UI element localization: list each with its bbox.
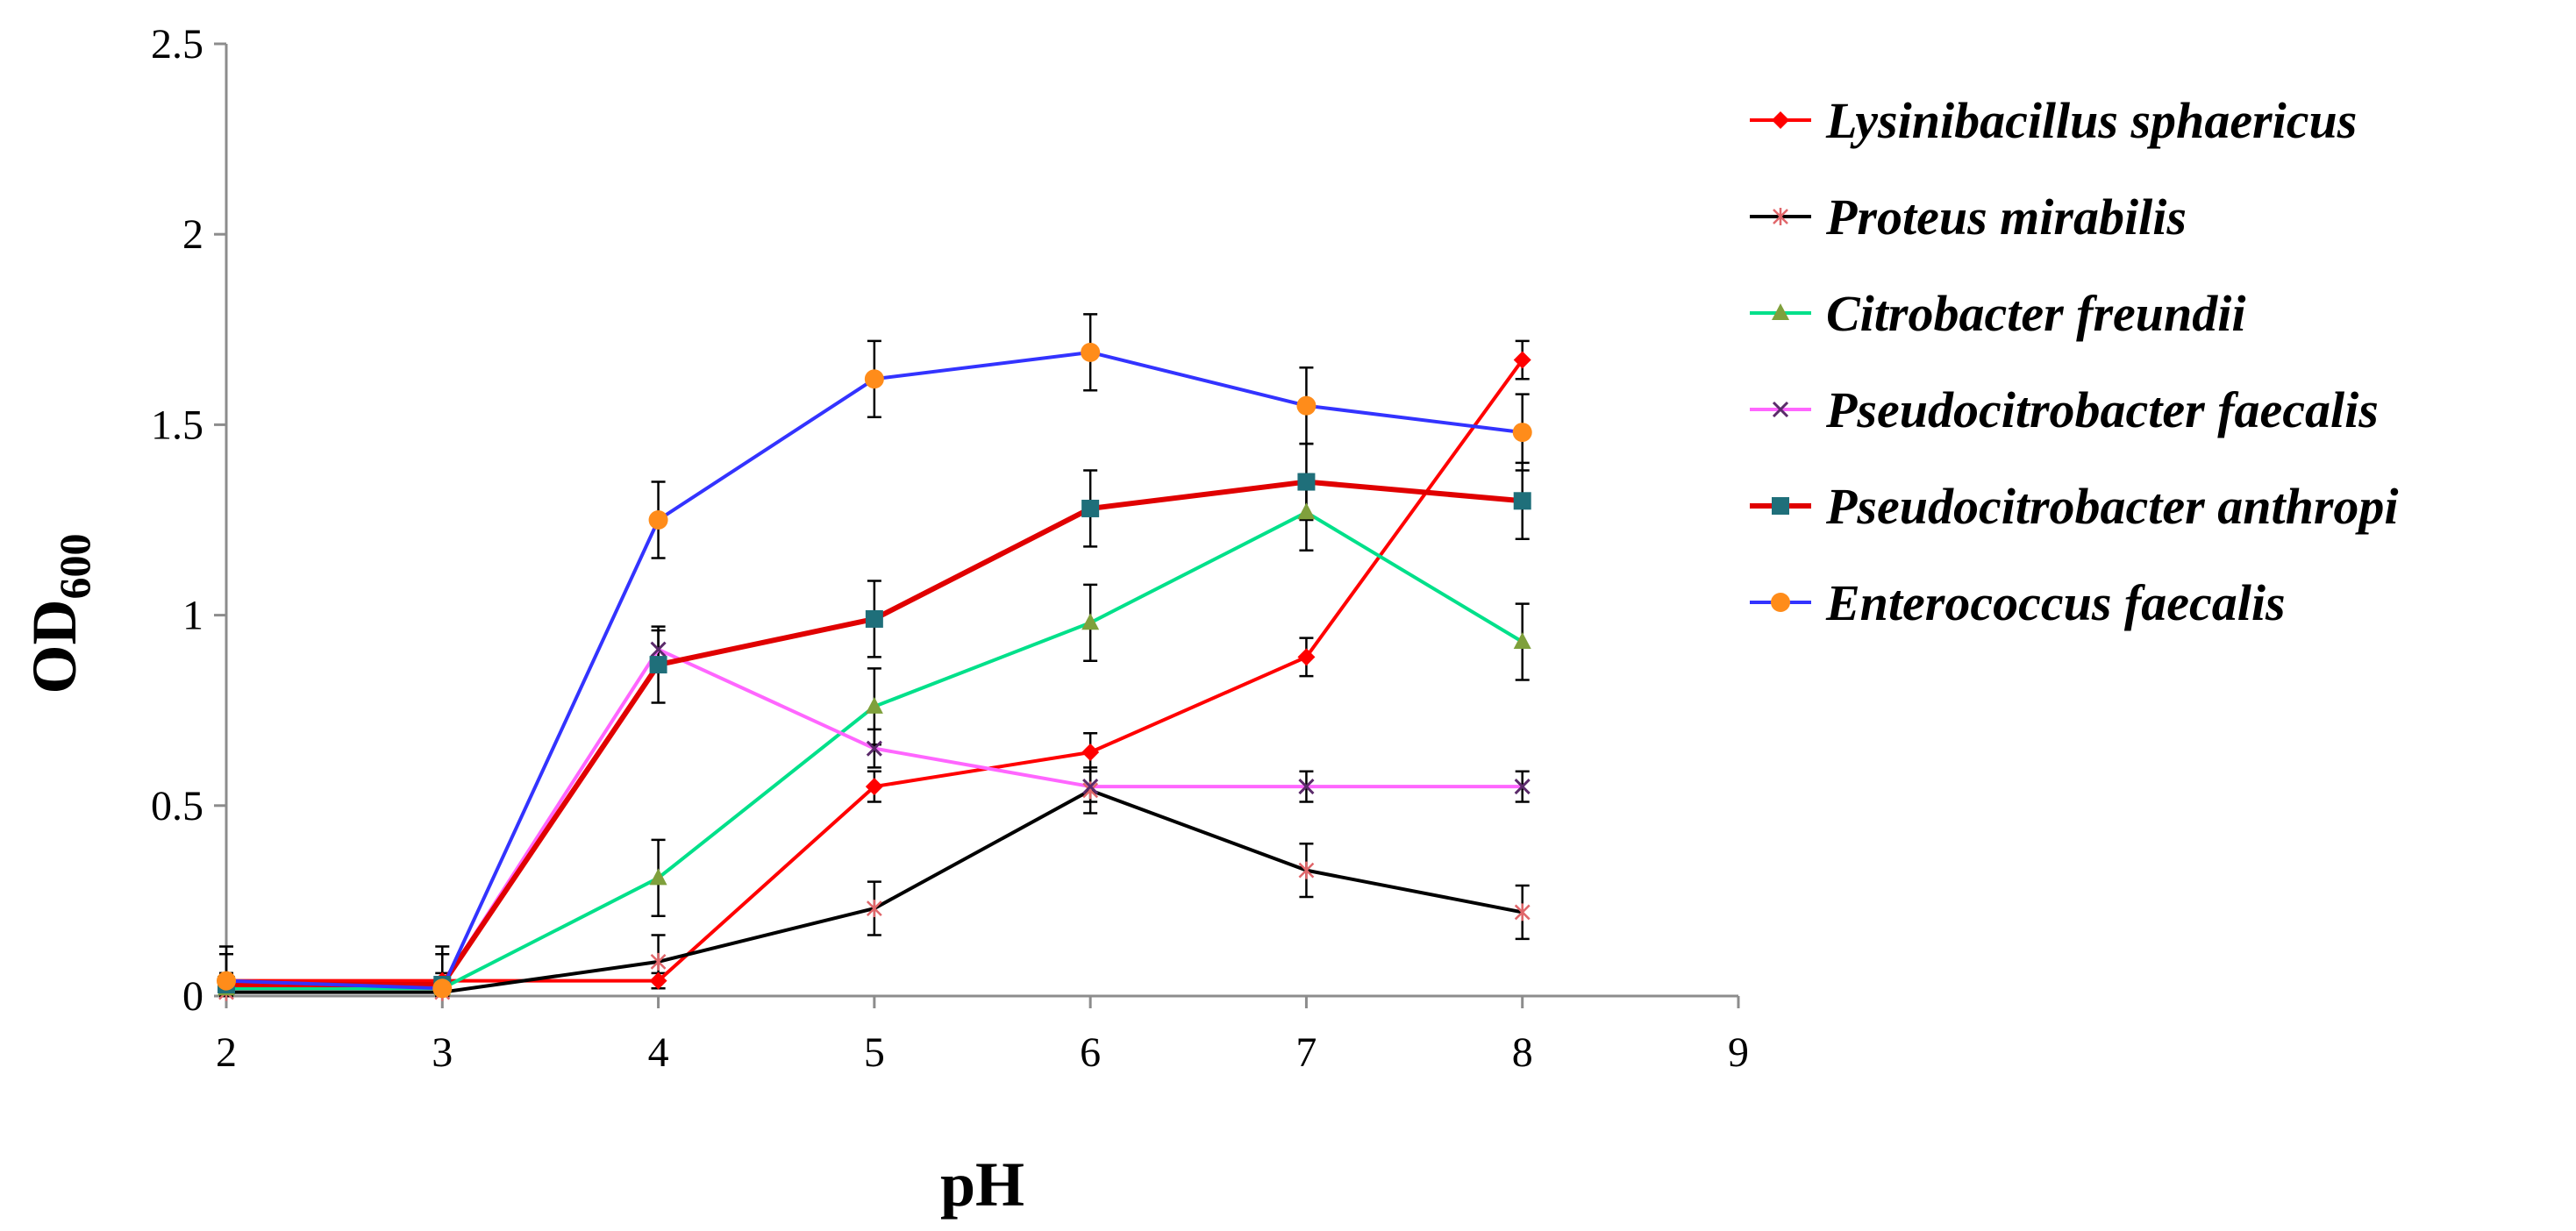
data-point (1081, 342, 1101, 362)
legend-item: Pseudocitrobacter faecalis (1750, 381, 2379, 438)
legend-label: Pseudocitrobacter faecalis (1825, 381, 2379, 438)
legend: Lysinibacillus sphaericus Proteus mirabil… (1750, 92, 2399, 631)
y-tick-label: 1 (182, 593, 203, 639)
data-point (1512, 423, 1532, 443)
legend-marker (1772, 111, 1789, 129)
legend-label: Citrobacter freundii (1826, 285, 2246, 342)
legend-marker (1771, 593, 1790, 612)
error-bars (219, 313, 1530, 998)
data-point (1297, 648, 1316, 666)
data-point (1513, 632, 1531, 650)
data-point (1297, 502, 1316, 520)
legend-item: Lysinibacillus sphaericus (1750, 92, 2357, 149)
x-tick-label: 8 (1512, 1029, 1533, 1076)
y-tick-label: 0 (182, 973, 203, 1020)
x-tick-label: 5 (864, 1029, 885, 1076)
data-point (649, 656, 667, 674)
legend-marker (1772, 303, 1789, 320)
legend-item: Pseudocitrobacter anthropi (1750, 478, 2399, 535)
x-tick-label: 7 (1295, 1029, 1317, 1076)
legend-label: Proteus mirabilis (1825, 189, 2187, 245)
data-point (650, 641, 667, 658)
data-point (866, 740, 882, 757)
legend-label: Pseudocitrobacter anthropi (1825, 478, 2399, 535)
x-tick-label: 9 (1728, 1029, 1749, 1076)
legend-item: Citrobacter freundii (1750, 285, 2246, 342)
y-axis-title-subscript: 600 (50, 534, 99, 600)
data-point (1513, 351, 1531, 369)
data-point (1297, 473, 1316, 491)
legend-item: Enterococcus faecalis (1750, 574, 2286, 631)
data-point (1513, 492, 1531, 510)
data-point (865, 778, 883, 796)
data-point (1082, 781, 1099, 800)
x-tick-label: 2 (216, 1029, 237, 1076)
x-tick-label: 4 (648, 1029, 669, 1076)
legend-label: Enterococcus faecalis (1825, 574, 2286, 631)
data-point (1298, 861, 1315, 879)
y-tick-label: 0.5 (151, 783, 203, 829)
x-axis-title: pH (940, 1149, 1024, 1220)
y-tick-label: 1.5 (151, 402, 203, 448)
data-point (1298, 779, 1315, 795)
data-point (1514, 779, 1531, 795)
x-tick-label: 6 (1080, 1029, 1101, 1076)
y-tick-label: 2 (182, 211, 203, 258)
data-point (649, 868, 667, 886)
legend-item: Proteus mirabilis (1750, 189, 2187, 245)
data-markers (217, 342, 1532, 1001)
legend-marker (1772, 401, 1789, 418)
data-point (217, 971, 236, 991)
y-tick-label: 2.5 (151, 21, 203, 68)
legend-label: Lysinibacillus sphaericus (1825, 92, 2357, 149)
legend-marker (1773, 208, 1788, 225)
data-point (1081, 743, 1100, 761)
data-point (866, 900, 882, 918)
data-point (864, 369, 884, 389)
data-point (1081, 499, 1100, 517)
data-point (1081, 613, 1100, 630)
data-point (1296, 395, 1317, 416)
data-point (432, 978, 453, 999)
data-point (1082, 779, 1099, 795)
data-point (649, 971, 667, 990)
data-point (1514, 903, 1531, 921)
data-point (648, 510, 668, 530)
x-tick-label: 3 (432, 1029, 453, 1076)
data-point (650, 952, 667, 971)
data-point (865, 696, 883, 714)
y-axis-title-main: OD (19, 600, 89, 694)
y-axis-title: OD600 (19, 534, 99, 694)
axes: 0 0.5 1 1.5 2 2.5 2 3 4 5 6 7 8 9 (151, 21, 1749, 1076)
legend-marker (1772, 497, 1789, 515)
data-point (865, 609, 883, 628)
